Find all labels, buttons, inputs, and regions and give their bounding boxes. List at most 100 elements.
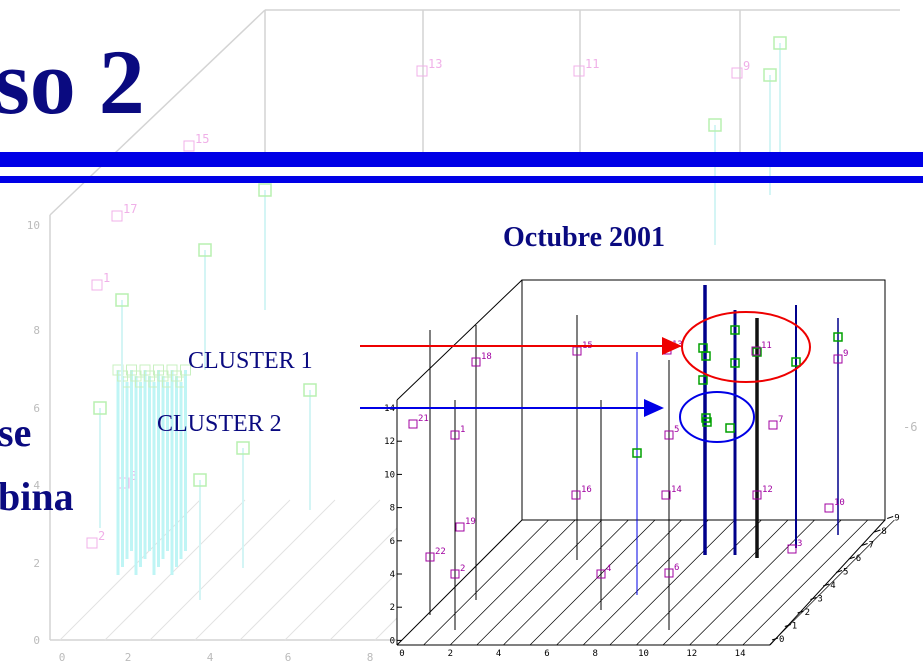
x-tick-label: 12 bbox=[686, 649, 697, 659]
arrow-head bbox=[662, 337, 682, 355]
point bbox=[708, 118, 722, 132]
point bbox=[664, 430, 674, 440]
floor-line bbox=[609, 519, 736, 646]
point bbox=[86, 537, 98, 549]
point bbox=[236, 441, 250, 455]
x-tick-label: 4 bbox=[207, 651, 214, 664]
point bbox=[408, 419, 418, 429]
point-label: 3 bbox=[797, 539, 802, 549]
floor-line bbox=[104, 499, 246, 641]
z-tick-label: 2 bbox=[805, 608, 810, 618]
y-tick-label: 10 bbox=[27, 219, 40, 232]
point-label: 1 bbox=[460, 425, 465, 435]
point-label: 22 bbox=[435, 547, 446, 557]
point-label: 9 bbox=[743, 59, 750, 73]
point bbox=[833, 332, 843, 342]
point bbox=[180, 364, 191, 376]
point bbox=[450, 430, 460, 440]
z-tick-label: 7 bbox=[869, 541, 874, 551]
point bbox=[416, 65, 428, 77]
x-tick-label: 4 bbox=[496, 649, 501, 659]
x-tick-label: 6 bbox=[285, 651, 292, 664]
point-label: 18 bbox=[481, 352, 492, 362]
point bbox=[91, 279, 103, 291]
x-tick-label: 2 bbox=[125, 651, 132, 664]
point bbox=[93, 401, 107, 415]
frame bbox=[521, 279, 886, 521]
x-tick-label: 0 bbox=[59, 651, 66, 664]
floor-line bbox=[662, 519, 789, 646]
cluster-ring bbox=[679, 391, 755, 443]
cluster-label: CLUSTER 2 bbox=[157, 411, 282, 437]
point bbox=[596, 569, 606, 579]
title-bar bbox=[0, 152, 923, 167]
point-label: 15 bbox=[195, 132, 209, 146]
point-label: 7 bbox=[778, 415, 783, 425]
point-label: 21 bbox=[418, 414, 429, 424]
point bbox=[111, 210, 123, 222]
point-label: 19 bbox=[465, 517, 476, 527]
point-label: 12 bbox=[762, 485, 773, 495]
plot-backdrop bbox=[397, 280, 885, 645]
point bbox=[632, 448, 642, 458]
y-tick-label: 8 bbox=[390, 504, 395, 514]
y-tick-label: 4 bbox=[33, 479, 40, 492]
point-label: 5 bbox=[674, 425, 679, 435]
floor-line bbox=[149, 499, 291, 641]
x-tick-label: 8 bbox=[592, 649, 597, 659]
point bbox=[751, 346, 761, 356]
point bbox=[193, 473, 207, 487]
floor-line bbox=[582, 519, 709, 646]
point bbox=[702, 417, 712, 427]
body-text: se bbox=[0, 410, 31, 455]
tick bbox=[887, 516, 894, 519]
point bbox=[752, 347, 762, 357]
x-tick-label: 10 bbox=[638, 649, 649, 659]
point-label: 3 bbox=[130, 469, 137, 483]
point bbox=[824, 503, 834, 513]
y-tick-label: 8 bbox=[33, 324, 40, 337]
z-tick-label: 4 bbox=[830, 581, 835, 591]
tick bbox=[797, 610, 804, 614]
tick bbox=[874, 529, 881, 533]
point bbox=[303, 383, 317, 397]
point-label: 2 bbox=[460, 564, 465, 574]
point-label: 2 bbox=[98, 529, 105, 543]
body-text: bina bbox=[0, 474, 74, 519]
y-tick-label: 12 bbox=[384, 437, 395, 447]
x-tick-label: 14 bbox=[735, 649, 746, 659]
point bbox=[768, 420, 778, 430]
tick bbox=[848, 556, 855, 560]
point bbox=[725, 423, 735, 433]
floor-line bbox=[503, 519, 629, 646]
floor-line bbox=[556, 519, 682, 646]
point bbox=[763, 68, 777, 82]
floor-line bbox=[636, 519, 762, 646]
y-tick-label: 2 bbox=[33, 557, 40, 570]
point bbox=[258, 183, 272, 197]
point-label: 14 bbox=[671, 485, 682, 495]
z-tick-label: 6 bbox=[856, 554, 861, 564]
cluster-ring bbox=[681, 311, 811, 383]
point-label: 17 bbox=[123, 202, 137, 216]
z-tick-label: 0 bbox=[779, 635, 784, 645]
side-tick: -6 bbox=[903, 420, 917, 434]
z-tick-label: 1 bbox=[792, 622, 797, 632]
point-label: 11 bbox=[761, 341, 772, 351]
y-tick-label: 4 bbox=[390, 570, 395, 580]
floor-line bbox=[715, 519, 842, 646]
point bbox=[664, 568, 674, 578]
point bbox=[730, 325, 740, 335]
point-label: 11 bbox=[585, 57, 599, 71]
y-tick-label: 6 bbox=[390, 537, 395, 547]
tick bbox=[861, 543, 868, 546]
point bbox=[471, 357, 481, 367]
point-label: 10 bbox=[834, 498, 845, 508]
point-label: 4 bbox=[606, 564, 611, 574]
tick bbox=[784, 624, 791, 627]
point bbox=[791, 357, 801, 367]
tick bbox=[835, 570, 843, 573]
z-tick-label: 8 bbox=[881, 527, 886, 537]
